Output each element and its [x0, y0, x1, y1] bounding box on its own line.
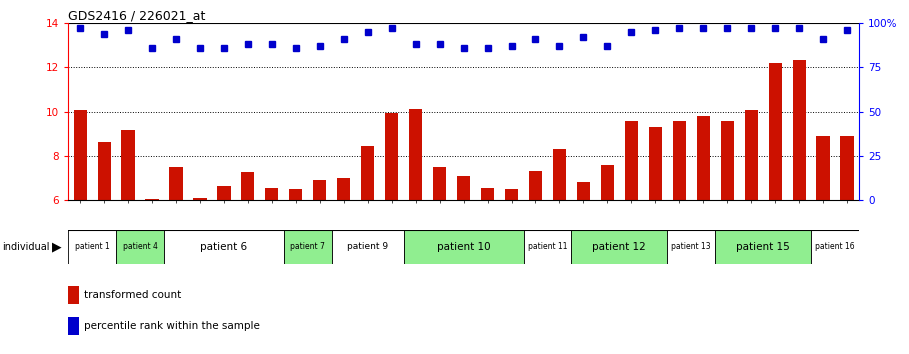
Bar — [553, 149, 566, 200]
Bar — [504, 189, 518, 200]
Bar — [194, 198, 206, 200]
Text: patient 7: patient 7 — [290, 242, 325, 251]
FancyBboxPatch shape — [524, 230, 572, 264]
Text: patient 6: patient 6 — [200, 242, 247, 252]
Bar — [577, 182, 590, 200]
Bar — [361, 146, 375, 200]
Bar — [289, 189, 303, 200]
Text: patient 10: patient 10 — [437, 242, 490, 252]
Bar — [385, 113, 398, 200]
Text: patient 13: patient 13 — [672, 242, 711, 251]
FancyBboxPatch shape — [715, 230, 811, 264]
FancyBboxPatch shape — [284, 230, 332, 264]
Bar — [529, 171, 542, 200]
Bar — [481, 188, 494, 200]
FancyBboxPatch shape — [811, 230, 859, 264]
Text: individual: individual — [2, 242, 49, 252]
Bar — [816, 136, 830, 200]
Bar — [744, 110, 758, 200]
Bar — [673, 121, 686, 200]
Bar — [68, 317, 79, 335]
Bar — [74, 110, 86, 200]
Bar — [793, 59, 805, 200]
FancyBboxPatch shape — [332, 230, 404, 264]
Bar — [241, 172, 255, 200]
Bar — [649, 127, 662, 200]
Bar — [68, 286, 79, 304]
Text: GDS2416 / 226021_at: GDS2416 / 226021_at — [68, 9, 205, 22]
Text: transformed count: transformed count — [85, 290, 182, 300]
Text: percentile rank within the sample: percentile rank within the sample — [85, 321, 260, 331]
Bar — [337, 178, 350, 200]
FancyBboxPatch shape — [116, 230, 164, 264]
Bar — [145, 199, 159, 200]
Bar — [696, 116, 710, 200]
Bar — [457, 176, 470, 200]
Bar — [433, 167, 446, 200]
Bar — [721, 121, 734, 200]
Text: patient 15: patient 15 — [736, 242, 790, 252]
Text: patient 4: patient 4 — [123, 242, 157, 251]
Bar — [169, 167, 183, 200]
Text: patient 12: patient 12 — [593, 242, 646, 252]
Bar — [122, 130, 135, 200]
FancyBboxPatch shape — [404, 230, 524, 264]
Text: patient 1: patient 1 — [75, 242, 109, 251]
Text: patient 11: patient 11 — [528, 242, 567, 251]
Bar — [409, 109, 423, 200]
Bar — [217, 185, 231, 200]
FancyBboxPatch shape — [572, 230, 667, 264]
Text: patient 9: patient 9 — [347, 242, 388, 251]
Bar — [624, 121, 638, 200]
Bar — [265, 188, 278, 200]
Bar — [768, 63, 782, 200]
Text: ▶: ▶ — [53, 240, 62, 253]
FancyBboxPatch shape — [667, 230, 715, 264]
Text: patient 16: patient 16 — [815, 242, 854, 251]
FancyBboxPatch shape — [164, 230, 284, 264]
Bar — [841, 136, 854, 200]
Bar — [314, 180, 326, 200]
Bar — [97, 143, 111, 200]
FancyBboxPatch shape — [68, 230, 116, 264]
Bar — [601, 165, 614, 200]
